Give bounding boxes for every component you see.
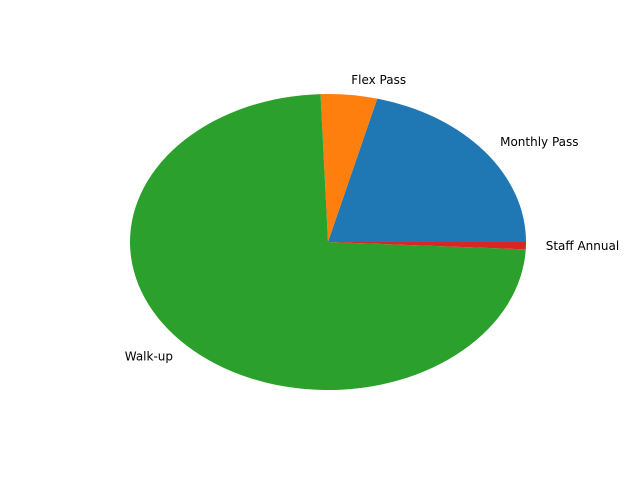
slice-label-flex-pass: Flex Pass [351, 73, 406, 87]
slice-label-staff-annual: Staff Annual [546, 239, 619, 253]
pie-slice-monthly-pass [328, 98, 526, 242]
pie-slice-walk-up [130, 94, 526, 390]
slice-label-monthly-pass: Monthly Pass [500, 135, 578, 149]
pie-slice-flex-pass [320, 93, 378, 242]
pie-slice-staff-annual [328, 242, 526, 250]
slice-label-walk-up: Walk-up [125, 349, 173, 363]
